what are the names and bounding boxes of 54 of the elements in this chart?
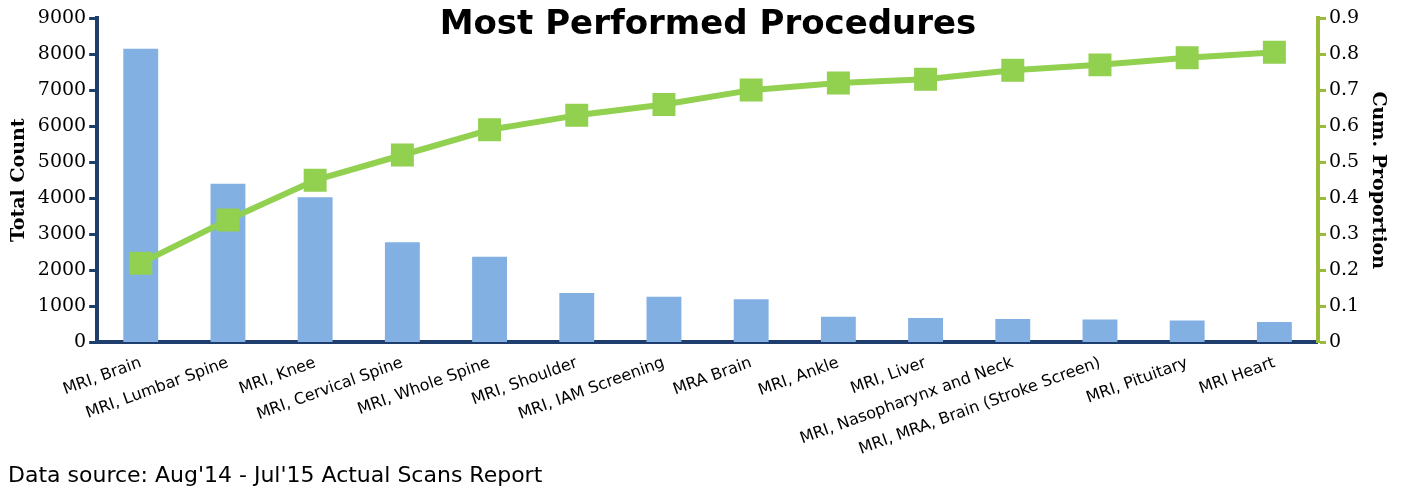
point (129, 251, 153, 275)
y-axis-title: Total Count (6, 118, 29, 243)
bar (995, 319, 1031, 342)
bar (297, 197, 333, 342)
point (478, 118, 502, 142)
y2-tick-label: 0.3 (1328, 221, 1360, 244)
point (1262, 40, 1286, 64)
bar (123, 48, 159, 342)
point (303, 168, 327, 192)
point (652, 93, 676, 117)
bar (472, 256, 507, 342)
bar (1256, 321, 1292, 342)
point (1175, 46, 1199, 70)
bar (820, 316, 856, 342)
y2-tick-label: 0.9 (1328, 4, 1360, 27)
y-tick-label: 2000 (37, 257, 87, 280)
source-note: Data source: Aug'14 - Jul'15 Actual Scans Report (8, 462, 543, 487)
point (216, 208, 240, 232)
y2-tick-label: 0.8 (1328, 40, 1360, 63)
y-tick-label: 4000 (37, 185, 87, 208)
y2-tick-label: 0.5 (1328, 149, 1360, 172)
y-tick-label: 3000 (37, 221, 87, 244)
point (739, 78, 763, 102)
y2-tick-label: 0.4 (1328, 185, 1360, 208)
bar (1082, 319, 1118, 342)
bar (384, 242, 420, 342)
bar (559, 293, 595, 342)
bar (646, 296, 682, 342)
chart-title: Most Performed Procedures (439, 2, 977, 42)
point (914, 67, 938, 91)
point (1001, 58, 1025, 82)
bar (1169, 320, 1205, 342)
y2-tick-label: 0.6 (1328, 113, 1360, 136)
y-tick-label: 6000 (37, 113, 87, 136)
x-tick-label: MRI Heart (1196, 352, 1278, 398)
y2-axis-title: Cum. Proportion (1368, 91, 1391, 270)
y-tick-label: 9000 (37, 4, 87, 27)
point (565, 103, 589, 127)
x-tick-label: MRI, Ankle (755, 352, 842, 400)
y-tick-label: 5000 (37, 149, 87, 172)
y2-tick-label: 0.7 (1328, 77, 1360, 100)
bar (733, 299, 769, 342)
point (1088, 53, 1112, 77)
y2-tick-label: 0 (1328, 329, 1342, 352)
x-tick-label: MRA Brain (670, 352, 754, 399)
bar (908, 317, 944, 342)
point (826, 71, 850, 95)
y2-tick-label: 0.2 (1328, 257, 1360, 280)
y-tick-label: 0 (74, 329, 87, 352)
point (390, 143, 414, 167)
y-tick-label: 1000 (37, 293, 87, 316)
y-tick-label: 7000 (37, 77, 87, 100)
y-tick-label: 8000 (37, 40, 87, 63)
y2-tick-label: 0.1 (1328, 293, 1360, 316)
